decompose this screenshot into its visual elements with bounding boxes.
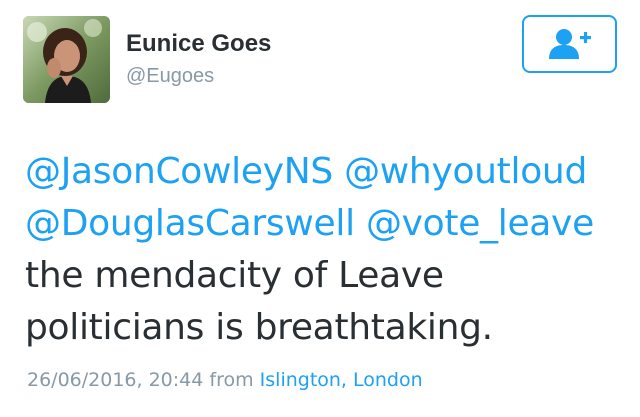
- mention-link[interactable]: @JasonCowleyNS: [25, 151, 333, 192]
- from-label: from: [209, 369, 254, 391]
- tweet-text-segment: politicians is breathtaking.: [25, 307, 493, 348]
- follow-user-icon: [548, 29, 591, 59]
- mention-link[interactable]: @vote_leave: [365, 203, 594, 244]
- tweet-text-line: @JasonCowleyNS @whyoutloud: [25, 146, 625, 198]
- tweet-text-segment: the mendacity of Leave: [25, 255, 444, 296]
- avatar-photo: [23, 16, 110, 103]
- avatar[interactable]: [23, 16, 110, 103]
- tweet-text-line: @DouglasCarswell @vote_leave: [25, 198, 625, 250]
- mention-link[interactable]: @DouglasCarswell: [25, 203, 355, 244]
- tweet-meta: 26/06/2016, 20:44 from Islington, London: [27, 368, 423, 392]
- display-name[interactable]: Eunice Goes: [126, 30, 272, 57]
- location-link[interactable]: Islington, London: [259, 369, 423, 391]
- user-handle[interactable]: @Eugoes: [126, 65, 215, 87]
- tweet-text-line: politicians is breathtaking.: [25, 302, 625, 354]
- mention-link[interactable]: @whyoutloud: [344, 151, 587, 192]
- timestamp[interactable]: 26/06/2016, 20:44: [27, 369, 204, 391]
- tweet-text-line: the mendacity of Leave: [25, 250, 625, 302]
- tweet-text: @JasonCowleyNS @whyoutloud @DouglasCarswe…: [25, 146, 625, 354]
- follow-button[interactable]: [522, 15, 617, 73]
- tweet-text-segment: [333, 151, 344, 192]
- tweet-text-segment: [355, 203, 366, 244]
